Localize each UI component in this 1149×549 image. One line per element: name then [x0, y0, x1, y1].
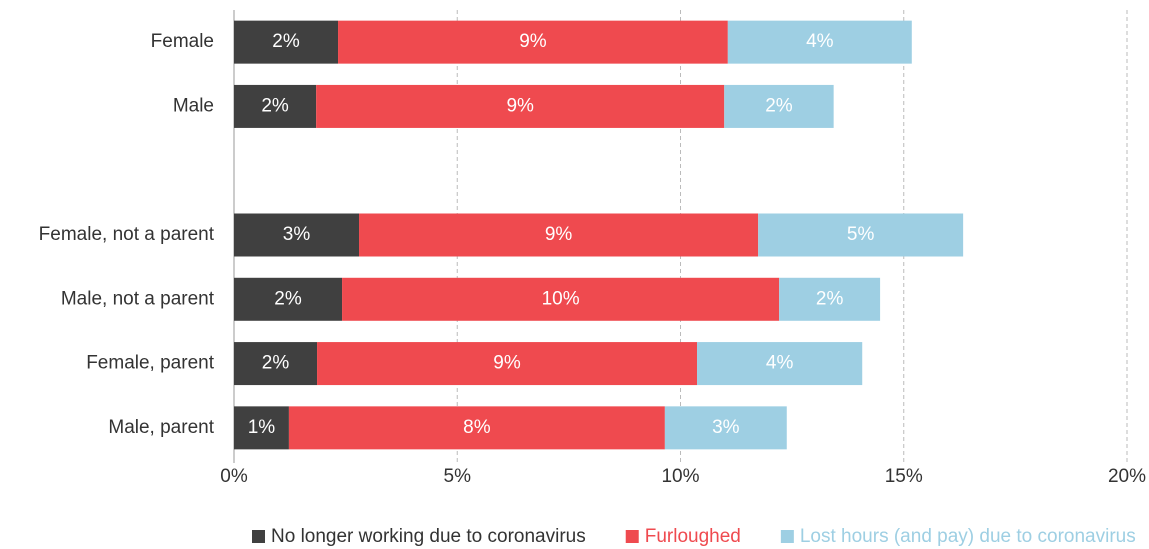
bar-segment [234, 342, 318, 386]
bar-segment [697, 342, 863, 386]
legend-swatch [780, 530, 794, 543]
x-tick-label: 10% [661, 466, 699, 487]
bar-segment [288, 406, 665, 450]
value-label: 2% [261, 95, 289, 116]
value-label: 1% [248, 417, 276, 438]
value-label: 2% [272, 31, 300, 52]
bar-segment [758, 213, 964, 257]
bar-segment [234, 20, 339, 64]
legend-label: Furloughed [645, 526, 741, 547]
value-label: 2% [274, 288, 302, 309]
legend-swatch [252, 530, 265, 543]
value-label: 9% [506, 95, 534, 116]
value-label: 2% [816, 288, 844, 309]
bar-segment [234, 406, 289, 450]
x-tick-label: 20% [1108, 466, 1146, 487]
y-tick-label: Male [173, 95, 214, 116]
bar-segment [779, 277, 881, 321]
value-label: 9% [519, 31, 547, 52]
bar-segment [234, 277, 343, 321]
y-tick-label: Female, not a parent [39, 224, 215, 245]
bar-segment [359, 213, 759, 257]
legend-swatch [625, 530, 639, 543]
bar-segment [664, 406, 787, 450]
y-tick-label: Male, not a parent [61, 288, 215, 309]
value-label: 2% [262, 353, 290, 374]
bar-segment [317, 342, 698, 386]
bar-segment [342, 277, 780, 321]
value-label: 4% [766, 353, 794, 374]
y-tick-label: Female, parent [86, 353, 215, 374]
legend-label: No longer working due to coronavirus [271, 526, 586, 547]
value-label: 4% [806, 31, 834, 52]
bar-segment [316, 84, 725, 128]
bar-segment [338, 20, 728, 64]
value-label: 9% [493, 353, 521, 374]
value-label: 10% [542, 288, 580, 309]
bar-segment [234, 84, 317, 128]
value-label: 3% [712, 417, 740, 438]
value-label: 5% [847, 224, 875, 245]
x-tick-label: 15% [885, 466, 923, 487]
value-label: 3% [283, 224, 311, 245]
x-tick-label: 0% [220, 466, 248, 487]
value-label: 8% [463, 417, 491, 438]
x-tick-label: 5% [444, 466, 472, 487]
y-tick-label: Female [151, 31, 214, 52]
value-label: 9% [545, 224, 573, 245]
bar-segment [727, 20, 912, 64]
bar-segment [234, 213, 360, 257]
y-tick-label: Male, parent [108, 417, 214, 438]
legend-label: Lost hours (and pay) due to coronavirus [800, 526, 1136, 547]
bar-segment [724, 84, 834, 128]
value-label: 2% [765, 95, 793, 116]
